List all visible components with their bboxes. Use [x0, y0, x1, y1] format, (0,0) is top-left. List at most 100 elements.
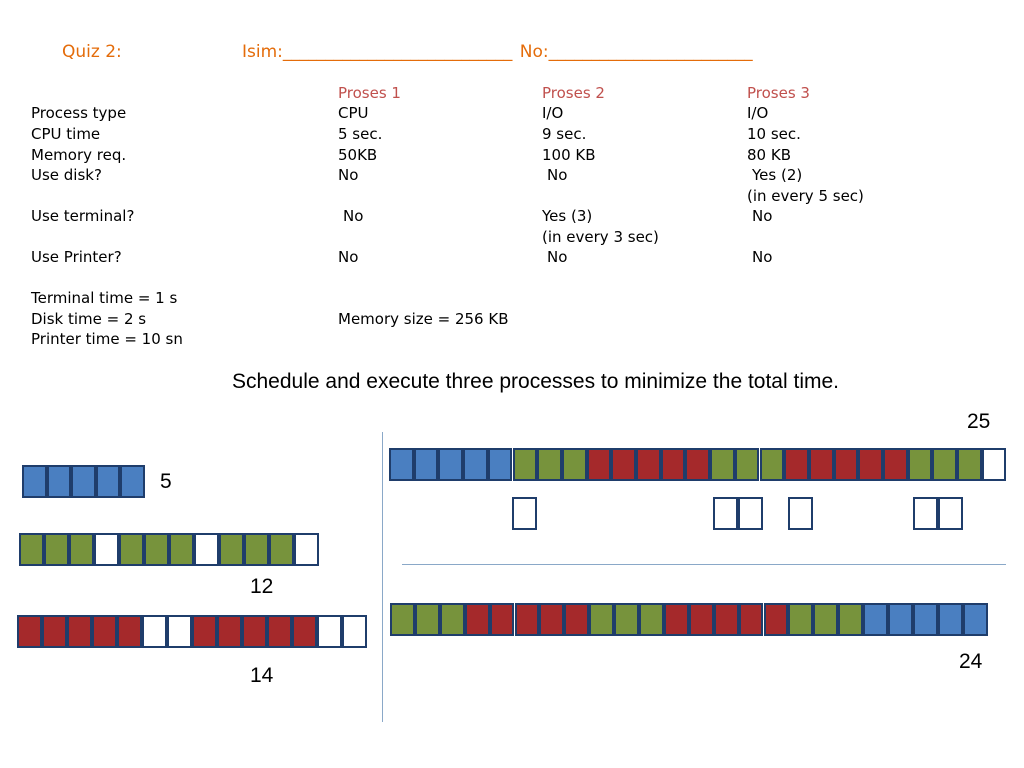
- row-label-memory-req: Memory req.: [31, 146, 127, 164]
- proses-2-slot: [734, 448, 760, 481]
- cpu-slot: [120, 465, 145, 498]
- proses-3-slot: [489, 603, 515, 636]
- name-blank: ___________________________: [282, 42, 513, 62]
- cpu-slot: [912, 603, 938, 636]
- proses-2-slot: [44, 533, 69, 566]
- proses-3-slot: [586, 448, 612, 481]
- number-label: No:: [519, 42, 549, 62]
- column-proses-3: Proses 3: [747, 84, 810, 102]
- cpu-slot: [487, 448, 513, 481]
- proses-2-slot: [269, 533, 294, 566]
- cell-value: No: [547, 248, 568, 266]
- proses-3-slot: [660, 448, 686, 481]
- idle-slot: [142, 615, 167, 648]
- name-field[interactable]: Isim:___________________________ No:____…: [242, 42, 753, 62]
- row-label-use-disk: Use disk?: [31, 166, 102, 184]
- proses-2-slot: [244, 533, 269, 566]
- proses-3-slot: [685, 448, 711, 481]
- proses-3-slot: [808, 448, 834, 481]
- row-label-use-printer: Use Printer?: [31, 248, 122, 266]
- cpu-slot: [863, 603, 888, 636]
- proses-2-slot: [390, 603, 415, 636]
- cpu-slot: [22, 465, 47, 498]
- proses-3-slot: [858, 448, 883, 481]
- cell-value: 5 sec.: [338, 125, 383, 143]
- instruction: Schedule and execute three processes to …: [232, 370, 839, 393]
- proses-2-slot: [19, 533, 44, 566]
- proses-2-slot: [614, 603, 639, 636]
- cpu-slot: [438, 448, 464, 481]
- name-label: Isim:: [242, 42, 283, 62]
- proses-2-slot: [561, 448, 587, 481]
- total-process-1: 5: [160, 470, 172, 493]
- idle-slot: [194, 533, 219, 566]
- total-process-2: 12: [250, 575, 274, 598]
- proses-2-slot: [69, 533, 94, 566]
- proses-3-slot: [42, 615, 67, 648]
- cpu-slot: [888, 603, 913, 636]
- proses-3-slot: [663, 603, 689, 636]
- cpu-slot: [71, 465, 96, 498]
- disk-time: Disk time = 2 s: [31, 310, 147, 328]
- cell-value: I/O: [542, 104, 564, 122]
- cpu-slot: [95, 465, 121, 498]
- row-label-process-type: Process type: [31, 104, 127, 122]
- cell-value: Yes (3): [542, 207, 593, 225]
- proses-2-slot: [788, 603, 814, 636]
- vertical-divider: [382, 432, 383, 722]
- proses-2-slot: [813, 603, 839, 636]
- cell-value: 9 sec.: [542, 125, 587, 143]
- proses-2-slot: [932, 448, 958, 481]
- proses-3-slot: [611, 448, 636, 481]
- proses-3-slot: [67, 615, 92, 648]
- proses-3-slot: [92, 615, 117, 648]
- proses-3-slot: [514, 603, 540, 636]
- total-schedule-a: 25: [967, 410, 991, 433]
- proses-2-slot: [537, 448, 562, 481]
- proses-3-slot: [292, 615, 317, 648]
- proses-3-slot: [539, 603, 565, 636]
- cell-value: No: [752, 248, 773, 266]
- proses-3-slot: [738, 603, 764, 636]
- cell-note: (in every 5 sec): [747, 187, 864, 205]
- proses-3-slot: [883, 448, 908, 481]
- proses-2-slot: [759, 448, 785, 481]
- proses-2-slot: [119, 533, 144, 566]
- terminal-time: Terminal time = 1 s: [31, 289, 178, 307]
- proses-3-slot: [688, 603, 714, 636]
- idle-marker: [938, 497, 963, 530]
- proses-3-slot: [833, 448, 859, 481]
- idle-marker: [738, 497, 763, 530]
- idle-slot: [294, 533, 319, 566]
- proses-3-slot: [117, 615, 142, 648]
- cell-value: 50KB: [338, 146, 378, 164]
- proses-3-slot: [564, 603, 590, 636]
- cell-value: No: [338, 248, 359, 266]
- horizontal-divider: [402, 564, 1006, 565]
- proses-2-slot: [144, 533, 169, 566]
- cpu-slot: [962, 603, 988, 636]
- cell-value: Yes (2): [752, 166, 803, 184]
- proses-2-slot: [838, 603, 864, 636]
- memory-size: Memory size = 256 KB: [338, 310, 509, 328]
- quiz-title: Quiz 2:: [62, 42, 122, 62]
- cpu-slot: [389, 448, 414, 481]
- proses-2-slot: [439, 603, 465, 636]
- cell-value: I/O: [747, 104, 769, 122]
- column-proses-1: Proses 1: [338, 84, 401, 102]
- cpu-slot: [463, 448, 488, 481]
- idle-slot: [167, 615, 192, 648]
- proses-3-slot: [763, 603, 789, 636]
- row-label-cpu-time: CPU time: [31, 125, 101, 143]
- proses-2-slot: [957, 448, 982, 481]
- total-schedule-b: 24: [959, 650, 983, 673]
- cpu-slot: [46, 465, 72, 498]
- idle-slot: [981, 448, 1007, 481]
- idle-marker: [913, 497, 938, 530]
- column-proses-2: Proses 2: [542, 84, 605, 102]
- proses-2-slot: [589, 603, 615, 636]
- proses-3-slot: [267, 615, 292, 648]
- idle-marker: [788, 497, 813, 530]
- cell-value: 80 KB: [747, 146, 791, 164]
- proses-2-slot: [512, 448, 538, 481]
